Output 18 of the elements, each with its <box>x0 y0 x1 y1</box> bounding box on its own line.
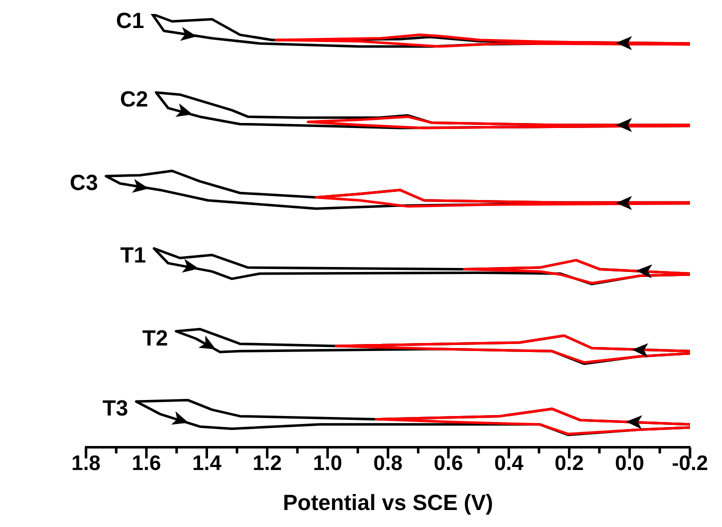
x-tick-label: 0.6 <box>434 452 463 475</box>
legend-label: C3 <box>70 170 98 196</box>
legend-label: C2 <box>120 86 148 112</box>
x-tick-label: 0.0 <box>615 452 644 475</box>
x-tick-label: 1.6 <box>132 452 161 475</box>
x-tick-label: 1.2 <box>252 452 282 475</box>
legend-label: T2 <box>142 325 168 350</box>
x-tick-label: -0.2 <box>672 452 708 475</box>
x-tick-label: 1.0 <box>313 452 342 475</box>
legend-label: T1 <box>120 242 146 268</box>
x-tick-label: 0.8 <box>373 452 403 475</box>
x-tick-label: 0.4 <box>494 452 524 475</box>
legend-label: C1 <box>116 8 144 34</box>
x-tick-label: 1.4 <box>192 452 222 475</box>
x-tick-label: 1.8 <box>71 452 101 475</box>
x-tick-label: 0.2 <box>554 452 584 475</box>
x-axis-title: Potential vs SCE (V) <box>282 490 494 515</box>
legend-label: T3 <box>102 396 128 421</box>
